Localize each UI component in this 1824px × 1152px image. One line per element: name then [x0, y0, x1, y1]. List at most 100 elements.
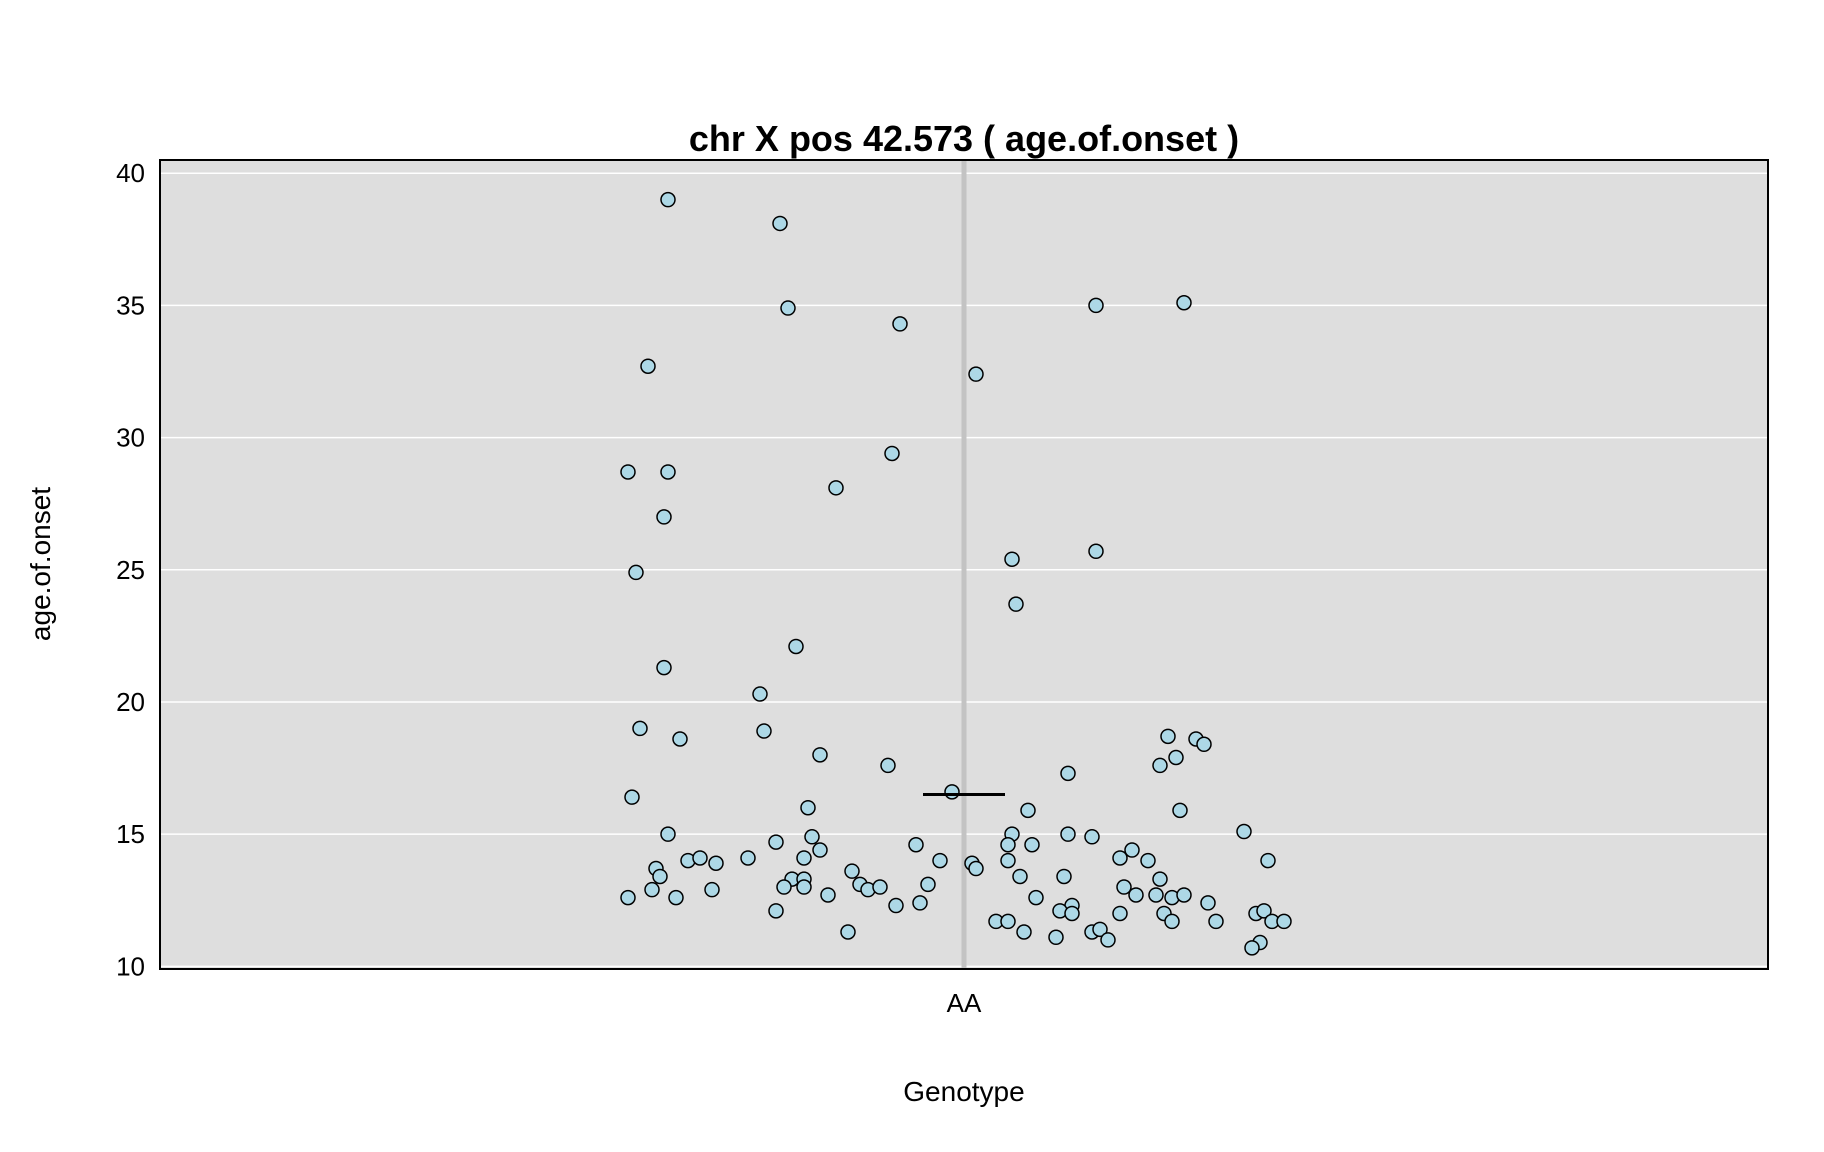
data-point	[840, 924, 856, 940]
data-point	[1020, 802, 1036, 819]
data-point	[644, 881, 660, 898]
data-point	[788, 638, 804, 655]
data-point	[1088, 543, 1104, 560]
data-point	[820, 887, 836, 903]
data-point	[756, 723, 772, 739]
y-tick-label: 10	[116, 951, 145, 981]
data-point	[908, 836, 924, 853]
data-point	[968, 860, 984, 877]
data-point	[888, 897, 904, 914]
data-point	[740, 850, 756, 866]
data-point	[1140, 852, 1156, 869]
data-point	[1152, 757, 1168, 774]
data-point	[920, 876, 936, 893]
y-tick-label: 15	[116, 819, 145, 849]
y-tick-label: 30	[116, 423, 145, 453]
x-axis-title: Genotype	[903, 1076, 1024, 1107]
data-point	[968, 366, 984, 382]
data-point	[1060, 826, 1076, 842]
data-point	[1112, 850, 1128, 866]
data-points	[620, 191, 1292, 956]
data-point	[872, 879, 888, 895]
data-point	[944, 784, 960, 800]
data-point	[804, 829, 820, 845]
data-point	[796, 850, 812, 866]
data-point	[1116, 879, 1132, 895]
data-point	[1124, 842, 1140, 858]
data-point	[1244, 940, 1260, 956]
data-point	[1100, 932, 1116, 948]
data-point	[620, 889, 636, 906]
data-point	[624, 789, 640, 805]
data-point	[776, 879, 792, 895]
y-axis-ticks: 10 15 20 25 30 35 40	[116, 158, 145, 981]
data-point	[796, 879, 812, 895]
data-point	[1016, 924, 1032, 940]
data-point	[772, 215, 788, 232]
data-point	[652, 868, 668, 885]
data-point	[1048, 929, 1064, 946]
x-tick-label: AA	[947, 988, 982, 1018]
y-tick-label: 40	[116, 158, 145, 188]
data-point	[660, 826, 676, 842]
data-point	[1200, 895, 1216, 911]
data-point	[628, 564, 644, 581]
data-point	[1176, 295, 1192, 311]
y-tick-label: 25	[116, 555, 145, 585]
y-tick-label: 20	[116, 687, 145, 717]
data-point	[752, 686, 768, 702]
data-point	[780, 300, 796, 316]
data-point	[1088, 297, 1104, 314]
data-point	[620, 464, 636, 480]
data-point	[1092, 921, 1108, 938]
data-point	[708, 855, 724, 871]
data-point	[1152, 871, 1168, 887]
data-point	[1164, 913, 1180, 930]
data-point	[812, 747, 828, 763]
data-point	[1004, 551, 1020, 567]
data-point	[1012, 868, 1028, 885]
data-point	[632, 720, 648, 737]
data-point	[884, 445, 900, 462]
data-point	[892, 316, 908, 332]
data-point	[660, 191, 676, 208]
data-point	[656, 509, 672, 525]
data-point	[912, 895, 928, 911]
data-point	[828, 480, 844, 496]
data-point	[704, 881, 720, 898]
y-axis-title: age.of.onset	[25, 487, 56, 641]
data-point	[1056, 868, 1072, 885]
data-point	[1008, 596, 1024, 612]
data-point	[1000, 852, 1016, 869]
data-point	[812, 842, 828, 858]
data-point	[1160, 728, 1176, 745]
data-point	[1172, 802, 1188, 819]
data-point	[1208, 913, 1224, 930]
data-point	[1168, 749, 1184, 766]
data-point	[1236, 823, 1252, 840]
x-axis-ticks: AA	[947, 988, 982, 1018]
data-point	[932, 852, 948, 869]
data-point	[768, 903, 784, 919]
data-point	[768, 834, 784, 850]
data-point	[692, 850, 708, 866]
data-point	[1112, 905, 1128, 922]
data-point	[1064, 905, 1080, 922]
data-point	[660, 464, 676, 480]
data-point	[1276, 913, 1292, 930]
data-point	[1000, 836, 1016, 853]
data-point	[1256, 903, 1272, 919]
data-point	[672, 731, 688, 747]
data-point	[1084, 829, 1100, 845]
data-point	[1176, 887, 1192, 903]
data-point	[1148, 887, 1164, 903]
data-point	[1024, 836, 1040, 853]
data-point	[880, 757, 896, 774]
plot-border	[159, 159, 1769, 970]
data-point	[1060, 765, 1076, 782]
y-tick-label: 35	[116, 290, 145, 320]
data-point	[1196, 736, 1212, 753]
data-point	[1128, 887, 1144, 903]
data-point	[800, 799, 816, 816]
